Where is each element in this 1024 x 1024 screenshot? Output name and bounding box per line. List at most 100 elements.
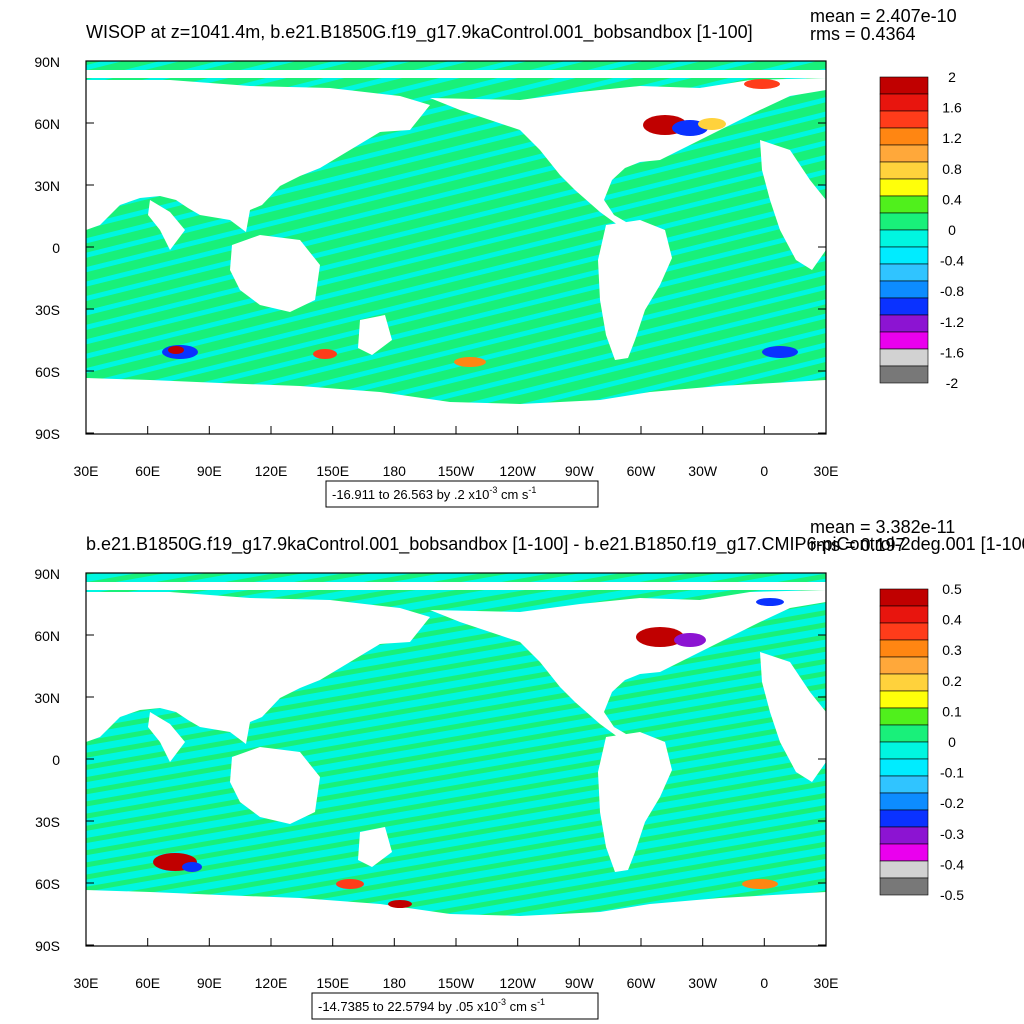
lon-label: 60E [135, 463, 160, 479]
colorbar-swatch [879, 741, 929, 760]
colorbar-swatch [879, 144, 929, 163]
lon-label: 180 [383, 975, 407, 991]
colorbar-label: -0.8 [940, 283, 964, 299]
colorbar-swatch [879, 877, 929, 896]
panel-2-map [86, 573, 826, 946]
colorbar-swatch [879, 792, 929, 811]
lon-label: 60W [627, 975, 657, 991]
colorbar-swatch [879, 809, 929, 828]
lat-label: 30S [35, 814, 60, 830]
colorbar-swatch [879, 860, 929, 879]
colorbar-label: -1.6 [940, 344, 964, 360]
panel-1-hotspots [162, 79, 798, 367]
lon-label: 30W [688, 463, 718, 479]
lat-label: 30S [35, 302, 60, 318]
colorbar-label: 0.4 [942, 612, 962, 628]
colorbar-label: 2 [948, 69, 956, 85]
colorbar-swatch [879, 656, 929, 675]
lon-label: 120W [499, 975, 536, 991]
lon-label: 90E [197, 975, 222, 991]
panel-1-lat-axis: 90N 60N 30N 0 30S 60S 90S [34, 54, 826, 442]
colorbar-swatch [879, 280, 929, 299]
svg-text:-16.911 to 26.563 by .2 x10-3: -16.911 to 26.563 by .2 x10-3 cm s-1 [332, 485, 536, 502]
colorbar-swatch [879, 212, 929, 231]
colorbar-label: -0.4 [940, 253, 964, 269]
colorbar-swatch [879, 622, 929, 641]
colorbar-swatch [879, 639, 929, 658]
panel-2-mean: mean = 3.382e-11 [810, 517, 955, 537]
lon-label: 90W [565, 463, 595, 479]
colorbar-swatch [879, 93, 929, 112]
colorbar-swatch [879, 605, 929, 624]
panel-2-lat-axis: 90N 60N 30N 0 30S 60S 90S [34, 566, 826, 954]
colorbar-swatch [879, 588, 929, 607]
panel-1-mean: mean = 2.407e-10 [810, 6, 957, 26]
lon-label: 30E [814, 463, 839, 479]
lon-label: 150W [438, 463, 475, 479]
colorbar-label: 1.6 [942, 100, 962, 116]
colorbar-swatch [879, 673, 929, 692]
lon-label: 90E [197, 463, 222, 479]
colorbar-label: -0.2 [940, 795, 964, 811]
panel-2-lon-axis: 30E 60E 90E 120E 150E 180 150W 120W 90W … [74, 938, 838, 991]
lat-label: 30N [34, 178, 60, 194]
colorbar-swatch [879, 314, 929, 333]
colorbar-label: 0 [948, 734, 956, 750]
panel-1: WISOP at z=1041.4m, b.e21.B1850G.f19_g17… [34, 6, 964, 508]
colorbar-label: 1.2 [942, 130, 962, 146]
lat-label: 0 [52, 240, 60, 256]
lat-label: 60S [35, 364, 60, 380]
lat-label: 0 [52, 752, 60, 768]
colorbar-label: -0.4 [940, 856, 964, 872]
colorbar-swatch [879, 758, 929, 777]
panel-2-range-text: -14.7385 to 22.5794 by .05 x10 [318, 999, 498, 1014]
colorbar-label: -0.1 [940, 765, 964, 781]
lon-label: 150W [438, 975, 475, 991]
colorbar-swatch [879, 195, 929, 214]
lon-label: 120E [255, 975, 288, 991]
lat-label: 90S [35, 938, 60, 954]
lat-label: 90S [35, 426, 60, 442]
colorbar-label: 0.5 [942, 581, 962, 597]
lat-label: 30N [34, 690, 60, 706]
lon-label: 150E [316, 975, 349, 991]
colorbar-label: 0.1 [942, 703, 962, 719]
colorbar-swatch [879, 246, 929, 265]
panel-2-hotspots [153, 598, 784, 908]
panel-2-range-box: -14.7385 to 22.5794 by .05 x10-3 cm s-1 [311, 992, 599, 1020]
colorbar-swatch [879, 178, 929, 197]
colorbar-swatch [879, 707, 929, 726]
lon-label: 120W [499, 463, 536, 479]
panel-2-colorbar: 0.5 0.4 0.3 0.2 0.1 0 -0.1 -0.2 -0.3 -0.4 -0.5 [879, 581, 964, 903]
panel-1-range-box: -16.911 to 26.563 by .2 x10-3 cm s-1 [325, 480, 599, 508]
panel-1-rms: rms = 0.4364 [810, 24, 916, 44]
panel-2-title: b.e21.B1850G.f19_g17.9kaControl.001_bobs… [86, 534, 1024, 555]
lon-label: 60E [135, 975, 160, 991]
colorbar-swatch [879, 263, 929, 282]
colorbar-swatch [879, 843, 929, 862]
panel-1-title: WISOP at z=1041.4m, b.e21.B1850G.f19_g17… [86, 22, 753, 43]
colorbar-label: -1.2 [940, 314, 964, 330]
lat-label: 60N [34, 116, 60, 132]
lon-label: 120E [255, 463, 288, 479]
panel-1-range-text: -16.911 to 26.563 by .2 x10 [332, 487, 489, 502]
colorbar-swatch [879, 690, 929, 709]
lon-label: 60W [627, 463, 657, 479]
colorbar-swatch [879, 331, 929, 350]
lon-label: 180 [383, 463, 407, 479]
colorbar-label: 0.8 [942, 161, 962, 177]
colorbar-swatch [879, 365, 929, 384]
lat-label: 60N [34, 628, 60, 644]
lon-label: 30E [74, 975, 99, 991]
panel-2: b.e21.B1850G.f19_g17.9kaControl.001_bobs… [34, 517, 1024, 1020]
colorbar-swatch [879, 297, 929, 316]
colorbar-swatch [879, 76, 929, 95]
colorbar-label: -0.5 [940, 887, 964, 903]
lon-label: 150E [316, 463, 349, 479]
lon-label: 0 [760, 463, 768, 479]
panel-2-rms: rms = 0.197 [810, 535, 906, 555]
colorbar-swatch [879, 110, 929, 129]
colorbar-label: -0.3 [940, 826, 964, 842]
colorbar-swatch [879, 229, 929, 248]
